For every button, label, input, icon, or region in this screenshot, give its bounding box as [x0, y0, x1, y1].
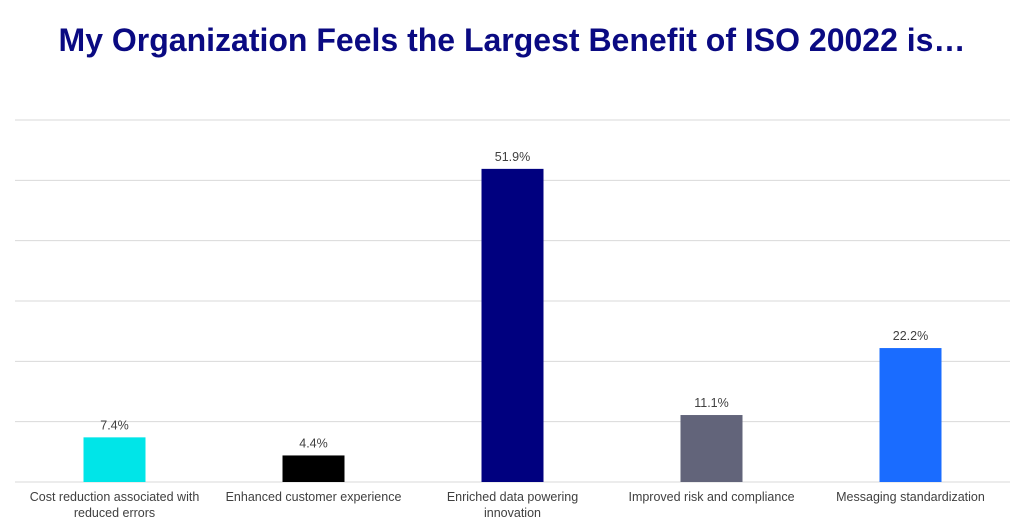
bar-2 — [282, 455, 345, 482]
category-label-5: Messaging standardization — [836, 490, 985, 504]
bar-1 — [83, 437, 146, 482]
value-label-3: 51.9% — [495, 150, 530, 164]
bar-3 — [481, 168, 544, 482]
bars — [83, 168, 942, 482]
value-label-5: 22.2% — [893, 329, 928, 343]
chart-title: My Organization Feels the Largest Benefi… — [58, 22, 966, 58]
category-label-3: Enriched data powering innovation — [447, 490, 578, 520]
value-label-2: 4.4% — [299, 436, 328, 450]
value-labels: 7.4% 4.4% 51.9% 11.1% 22.2% — [100, 150, 928, 451]
bar-4 — [680, 415, 743, 482]
value-label-1: 7.4% — [100, 418, 129, 432]
bar-5 — [879, 348, 942, 482]
category-label-1: Cost reduction associated with reduced er… — [30, 490, 200, 520]
category-labels: Cost reduction associated with reduced er… — [30, 490, 985, 520]
category-label-4: Improved risk and compliance — [628, 490, 794, 504]
category-label-2: Enhanced customer experience — [226, 490, 402, 504]
value-label-4: 11.1% — [694, 396, 729, 410]
